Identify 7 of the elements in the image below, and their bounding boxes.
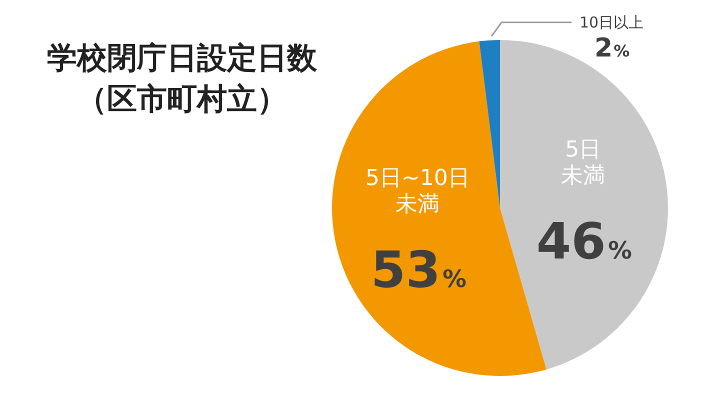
data-label: 53% [370, 240, 467, 299]
slice-label: 5日~10日未満 [365, 166, 470, 217]
text: （区市町村立） [76, 81, 288, 119]
data-label: 2% [594, 33, 630, 64]
data-label: 46% [536, 212, 632, 270]
text: 学校閉庁日設定日数 [46, 40, 318, 78]
slice-label: 10日以上 [580, 13, 644, 32]
